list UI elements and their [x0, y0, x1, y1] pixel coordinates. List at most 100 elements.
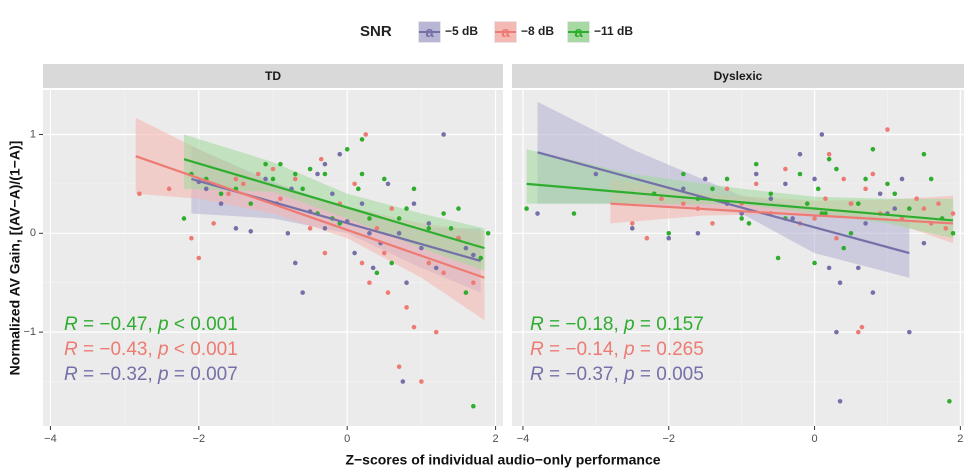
- stat-annotation: R = −0.43, p < 0.001: [64, 339, 238, 360]
- stat-annotation: R = −0.37, p = 0.005: [530, 364, 704, 385]
- data-point-5: [359, 201, 365, 206]
- data-point-5: [681, 186, 686, 192]
- data-point-5: [921, 240, 927, 246]
- data-point-11: [404, 206, 409, 211]
- data-point-11: [359, 137, 365, 142]
- data-point-8: [241, 181, 246, 187]
- legend-label: −8 dB: [521, 24, 554, 38]
- stat-p-symbol: p: [157, 364, 169, 385]
- data-point-5: [370, 265, 376, 271]
- data-point-11: [478, 255, 484, 261]
- data-point-8: [863, 186, 868, 192]
- data-point-5: [837, 398, 843, 404]
- data-point-8: [783, 166, 788, 172]
- data-point-11: [834, 166, 839, 172]
- data-point-8: [419, 379, 424, 384]
- data-point-5: [337, 151, 343, 157]
- data-point-11: [812, 260, 817, 266]
- data-point-11: [307, 166, 313, 172]
- data-point-8: [629, 221, 635, 226]
- data-point-5: [812, 176, 817, 182]
- confidence-band-11: [526, 149, 954, 239]
- data-point-11: [411, 186, 417, 192]
- data-point-8: [885, 127, 890, 132]
- data-point-11: [681, 171, 686, 177]
- data-point-8: [426, 260, 432, 266]
- strip: [43, 64, 503, 88]
- data-point-11: [804, 201, 810, 206]
- data-point-5: [471, 252, 476, 258]
- data-point-5: [400, 379, 406, 384]
- legend-label: −11 dB: [594, 24, 633, 38]
- stat-eq: =: [78, 364, 100, 385]
- stat-annotation: R = −0.32, p = 0.007: [64, 364, 238, 385]
- data-point-5: [783, 181, 788, 187]
- data-point-11: [724, 176, 730, 182]
- fit-line-8: [610, 202, 954, 225]
- data-point-8: [914, 196, 919, 202]
- fit-line-11: [183, 158, 485, 250]
- data-point-5: [433, 265, 439, 271]
- data-point-11: [485, 230, 491, 236]
- stat-r-value: −0.14: [565, 339, 614, 360]
- strip: [512, 64, 964, 88]
- data-point-5: [834, 329, 839, 335]
- stat-sep: ,: [147, 314, 158, 335]
- data-point-5: [233, 226, 239, 231]
- data-point-5: [666, 235, 672, 241]
- x-axis-title: Z−scores of individual audio−only perfor…: [345, 452, 660, 468]
- stat-sep: ,: [613, 364, 624, 385]
- data-point-5: [385, 181, 391, 187]
- data-point-8: [389, 206, 395, 211]
- y-tick-label: −1: [23, 326, 36, 338]
- data-point-5: [877, 191, 883, 197]
- data-point-8: [322, 250, 328, 256]
- data-point-8: [385, 290, 391, 295]
- data-point-8: [404, 305, 409, 310]
- data-point-8: [848, 201, 854, 206]
- data-point-8: [374, 226, 380, 231]
- x-tick-label: 2: [957, 433, 963, 445]
- fit-line-11: [526, 182, 954, 222]
- data-point-11: [666, 230, 672, 236]
- data-point-5: [899, 176, 905, 182]
- data-point-8: [226, 191, 231, 197]
- stat-r-symbol: R: [530, 339, 544, 360]
- data-point-5: [248, 229, 254, 234]
- legend-key-glyph: a: [425, 24, 434, 41]
- y-axis-title: Normalized AV Gain, [(AV−A)/(1−A)]: [7, 141, 23, 376]
- data-point-8: [292, 176, 298, 182]
- data-point-11: [448, 226, 454, 231]
- data-point-8: [255, 171, 261, 177]
- data-point-11: [389, 260, 395, 266]
- data-point-5: [300, 290, 305, 295]
- data-point-8: [855, 329, 861, 335]
- data-point-11: [278, 161, 283, 167]
- stat-sep: ,: [613, 339, 624, 360]
- data-point-5: [396, 230, 402, 236]
- data-point-11: [471, 403, 476, 409]
- stat-r-value: −0.32: [99, 364, 147, 385]
- strip-title: TD: [265, 69, 281, 83]
- data-point-11: [300, 186, 305, 192]
- stat-r-symbol: R: [64, 314, 78, 335]
- data-point-5: [218, 201, 224, 206]
- data-point-5: [593, 171, 599, 177]
- data-point-11: [356, 186, 361, 192]
- stat-p-symbol: p: [623, 314, 635, 335]
- data-point-5: [292, 260, 298, 266]
- data-point-5: [419, 245, 424, 251]
- data-point-8: [137, 191, 142, 197]
- data-point-11: [885, 181, 890, 187]
- data-point-8: [812, 216, 817, 221]
- data-point-5: [695, 230, 701, 236]
- data-point-5: [352, 250, 357, 256]
- data-point-8: [278, 196, 283, 202]
- data-point-11: [710, 186, 715, 192]
- data-point-11: [248, 201, 254, 206]
- stat-sep: ,: [147, 364, 158, 385]
- data-point-11: [322, 171, 328, 177]
- data-point-5: [322, 226, 328, 231]
